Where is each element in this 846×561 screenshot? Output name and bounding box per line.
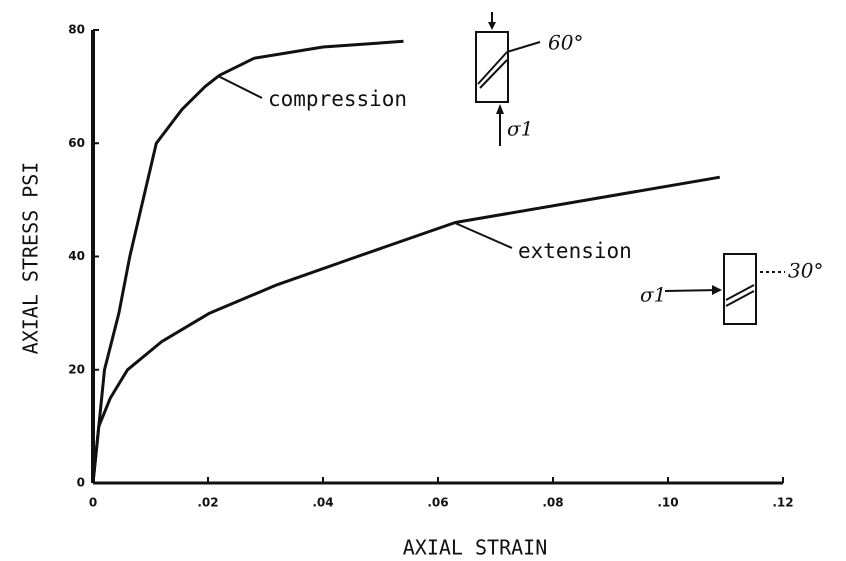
x-tick-label: 0 <box>89 496 97 510</box>
plane <box>479 59 508 89</box>
specimen-60 <box>475 31 509 103</box>
stress-label: σ1 <box>507 117 533 141</box>
arrowhead <box>488 22 496 30</box>
arrowheads <box>488 22 722 295</box>
y-tick-label: 60 <box>68 136 85 150</box>
leader <box>217 75 263 99</box>
y-tick-label: 40 <box>68 249 85 263</box>
leader <box>506 41 541 53</box>
plane <box>725 284 755 301</box>
arrow <box>664 289 721 292</box>
stress-label: σ1 <box>640 283 666 307</box>
x-tick-label: .04 <box>312 496 333 510</box>
angle-label: 60° <box>548 31 583 55</box>
leader <box>454 222 513 249</box>
y-tick-label: 0 <box>77 476 85 490</box>
angle-label: 30° <box>788 259 823 283</box>
data-line <box>91 175 721 484</box>
x-tick-label: .08 <box>542 496 563 510</box>
inset-diagrams <box>217 12 785 325</box>
plane <box>725 290 755 307</box>
x-tick-label: .02 <box>197 496 218 510</box>
data-line <box>91 39 404 484</box>
y-tick-label: 80 <box>68 23 85 37</box>
y-tick-label: 20 <box>68 362 85 376</box>
y-axis-label: AXIAL STRESS PSI <box>19 162 43 355</box>
arrowhead <box>496 104 504 114</box>
specimen-30 <box>723 253 757 325</box>
arrowhead <box>712 285 722 295</box>
x-tick-label: .06 <box>427 496 448 510</box>
plane <box>477 51 508 85</box>
curve-label: extension <box>518 239 632 263</box>
x-tick-label: .10 <box>657 496 678 510</box>
x-tick-label: .12 <box>772 496 793 510</box>
curve-label: compression <box>268 87 407 111</box>
x-axis-label: AXIAL STRAIN <box>403 536 548 560</box>
